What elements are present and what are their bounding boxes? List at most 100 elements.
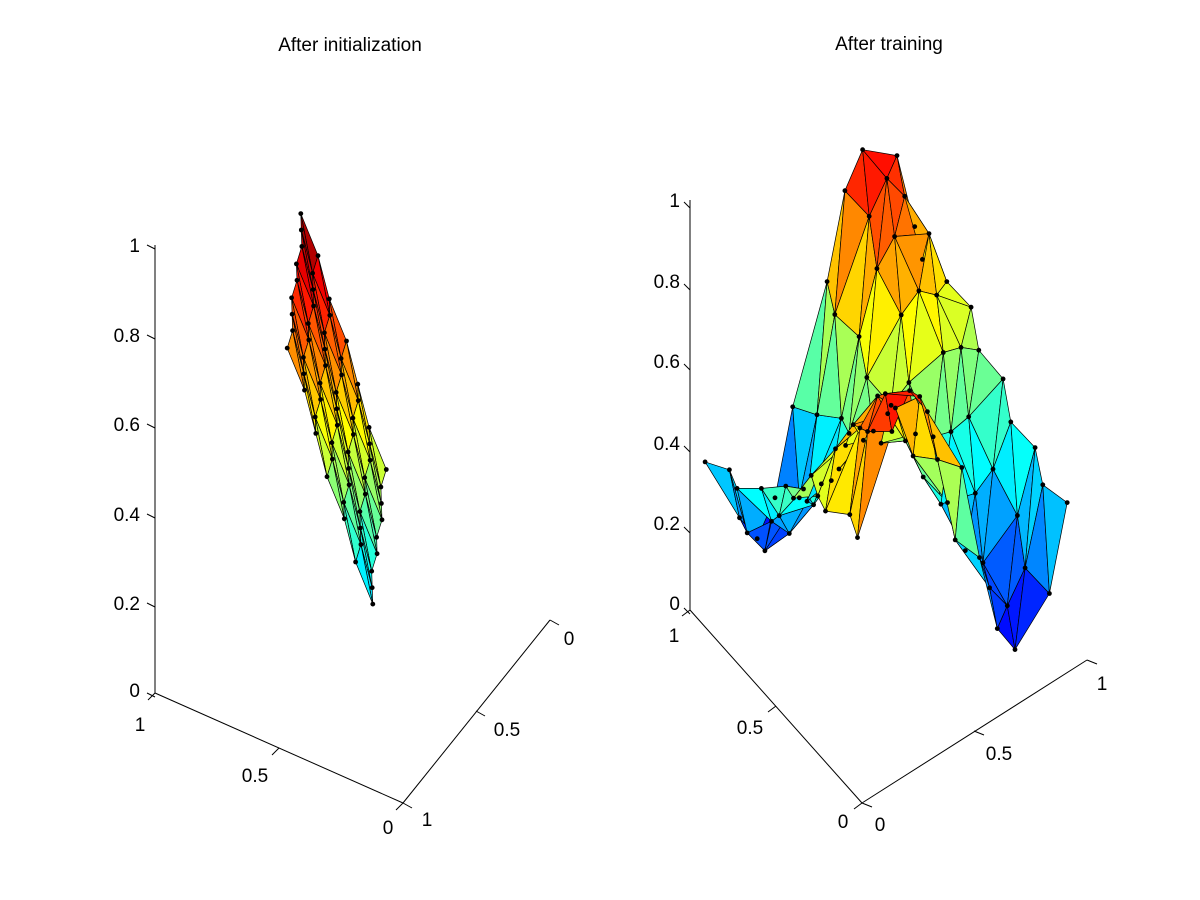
mesh-node (935, 457, 940, 462)
mesh-node (824, 279, 830, 284)
mesh-node (866, 213, 872, 219)
mesh-triangle (355, 544, 374, 605)
mesh-node (801, 486, 806, 492)
mesh-node (892, 234, 897, 239)
mesh-node (804, 498, 810, 504)
mesh-node (938, 501, 944, 507)
mesh-node (1064, 500, 1070, 505)
mesh-node (358, 525, 363, 531)
mesh-node (324, 474, 330, 480)
mesh-node (366, 425, 372, 430)
z-tick-label: 0.6 (654, 352, 680, 373)
right-tick-label: 0.5 (986, 744, 1012, 765)
mesh-node (884, 176, 890, 181)
mesh-node (379, 501, 384, 506)
mesh-node (913, 431, 918, 437)
mesh-node (1032, 445, 1038, 450)
mesh-node (871, 428, 876, 434)
mesh-node (786, 531, 792, 536)
right-axis-ticks (861, 659, 1098, 808)
mesh-node (962, 548, 968, 553)
right-tick-label: 1 (422, 810, 433, 831)
mesh-node (875, 393, 880, 399)
front-tick-label: 0 (383, 818, 394, 839)
mesh-node (889, 429, 895, 434)
z-tick-label: 0.8 (114, 326, 140, 347)
mesh-node (865, 429, 870, 434)
mesh-node (907, 388, 912, 393)
mesh-node (322, 330, 327, 336)
mesh-node (1022, 565, 1028, 571)
mesh-node (298, 211, 304, 217)
mesh-node (383, 467, 389, 472)
mesh-node (790, 404, 796, 410)
mesh-node (994, 626, 1000, 631)
z-tick-label: 1 (669, 191, 680, 212)
mesh-node (906, 380, 912, 385)
mesh-node (353, 559, 358, 565)
mesh-node (968, 304, 974, 310)
front-axis-ticks (147, 692, 404, 811)
mesh-node (791, 495, 796, 501)
mesh-node (828, 478, 834, 483)
mesh-node (917, 394, 923, 399)
mesh-node (318, 397, 323, 402)
mesh-triangle (326, 458, 345, 520)
mesh-node (1040, 482, 1046, 488)
mesh-node (944, 279, 950, 284)
subplot-after-training: After training 1 0.8 0.6 0.4 0.2 0 1 (654, 34, 1108, 836)
mesh-node (783, 483, 789, 489)
mesh-triangle (286, 330, 305, 391)
mesh-node (823, 508, 828, 514)
z-axis-ticks (683, 201, 691, 615)
front-tick-labels: 1 0.5 0 (669, 626, 849, 833)
mesh-node (379, 517, 385, 523)
mesh-node (362, 475, 368, 481)
mesh-node (920, 257, 925, 262)
mesh-node (912, 224, 918, 230)
mesh-node (326, 296, 332, 302)
mesh-triangle (343, 501, 356, 563)
mesh-node (323, 363, 328, 368)
mesh-node (301, 355, 306, 360)
subplot-after-initialization: After initialization 1 0.8 0.6 0.4 0.2 0 (114, 35, 575, 839)
mesh-node (289, 311, 295, 317)
mesh-node (861, 437, 866, 443)
mesh-node (864, 375, 870, 380)
right-tick-label: 0 (875, 815, 886, 836)
mesh-node (885, 411, 891, 417)
mesh-node (702, 459, 708, 465)
mesh-node (818, 481, 824, 487)
mesh-node (344, 338, 349, 344)
mesh-node (341, 516, 347, 522)
mesh-node (369, 568, 375, 574)
mesh-node (358, 542, 364, 547)
mesh-triangle (369, 443, 382, 504)
mesh-node (355, 381, 361, 387)
mesh-node (972, 490, 978, 496)
mesh-node (860, 147, 865, 153)
mesh-node (855, 535, 860, 540)
mesh-node (294, 277, 300, 283)
mesh-triangle (360, 527, 373, 589)
front-tick-label: 0.5 (737, 718, 763, 739)
mesh-node (311, 303, 316, 309)
mesh-node (893, 405, 898, 411)
plot-title: After training (835, 34, 943, 55)
mesh-node (351, 432, 356, 437)
mesh-node (832, 312, 838, 317)
mesh-node (843, 443, 848, 448)
mesh-node (355, 398, 361, 403)
mesh-node (847, 512, 853, 517)
mesh-node (737, 515, 742, 521)
mesh-node (334, 406, 340, 412)
surface-nodes (284, 211, 389, 607)
mesh-node (734, 486, 740, 491)
mesh-node (378, 484, 384, 490)
right-axis-ticks (402, 619, 560, 809)
z-tick-labels: 1 0.8 0.6 0.4 0.2 0 (654, 191, 681, 615)
mesh-node (727, 467, 732, 473)
mesh-node (976, 347, 982, 353)
mesh-triangle (1042, 484, 1068, 594)
mesh-node (1004, 603, 1010, 609)
